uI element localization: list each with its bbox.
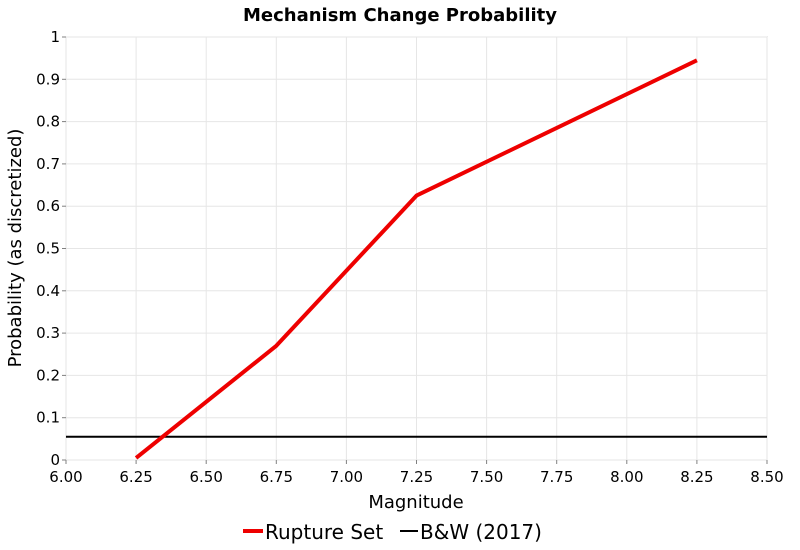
y-tick-label: 0.5 <box>36 240 60 258</box>
legend: Rupture Set B&W (2017) <box>243 520 542 544</box>
x-tick-label: 7.00 <box>330 468 363 486</box>
y-axis-ticks: 0 0.1 0.2 0.3 0.4 0.5 0.6 0.7 0.8 0.9 1 <box>36 28 66 469</box>
series-line-rupture-set <box>134 58 698 460</box>
x-axis-label: Magnitude <box>368 492 463 513</box>
grid <box>65 36 768 461</box>
y-tick-label: 0.4 <box>36 282 60 300</box>
y-tick-label: 0 <box>50 451 60 469</box>
y-tick-label: 0.8 <box>36 113 60 131</box>
y-tick-label: 0.7 <box>36 155 60 173</box>
legend-label-bw-2017: B&W (2017) <box>420 520 542 544</box>
y-tick-label: 0.1 <box>36 409 60 427</box>
y-tick-label: 0.3 <box>36 324 60 342</box>
y-axis-label: Probability (as discretized) <box>5 129 26 368</box>
x-axis-ticks: 6.00 6.25 6.50 6.75 7.00 7.25 7.50 7.75 8.00 8.25… <box>49 460 784 486</box>
x-tick-label: 7.50 <box>470 468 503 486</box>
y-tick-label: 0.2 <box>36 366 60 384</box>
y-tick-label: 1 <box>50 28 60 46</box>
chart-title: Mechanism Change Probability <box>243 5 557 26</box>
x-tick-label: 8.50 <box>750 468 783 486</box>
x-tick-label: 8.25 <box>680 468 713 486</box>
x-tick-label: 7.25 <box>400 468 433 486</box>
y-tick-label: 0.6 <box>36 197 60 215</box>
x-tick-label: 6.50 <box>189 468 222 486</box>
x-tick-label: 6.25 <box>119 468 152 486</box>
x-tick-label: 6.75 <box>260 468 293 486</box>
y-tick-label: 0.9 <box>36 70 60 88</box>
x-tick-label: 7.75 <box>540 468 573 486</box>
x-tick-label: 6.00 <box>49 468 82 486</box>
x-tick-label: 8.00 <box>610 468 643 486</box>
series <box>66 58 767 460</box>
legend-label-rupture-set: Rupture Set <box>265 520 383 544</box>
